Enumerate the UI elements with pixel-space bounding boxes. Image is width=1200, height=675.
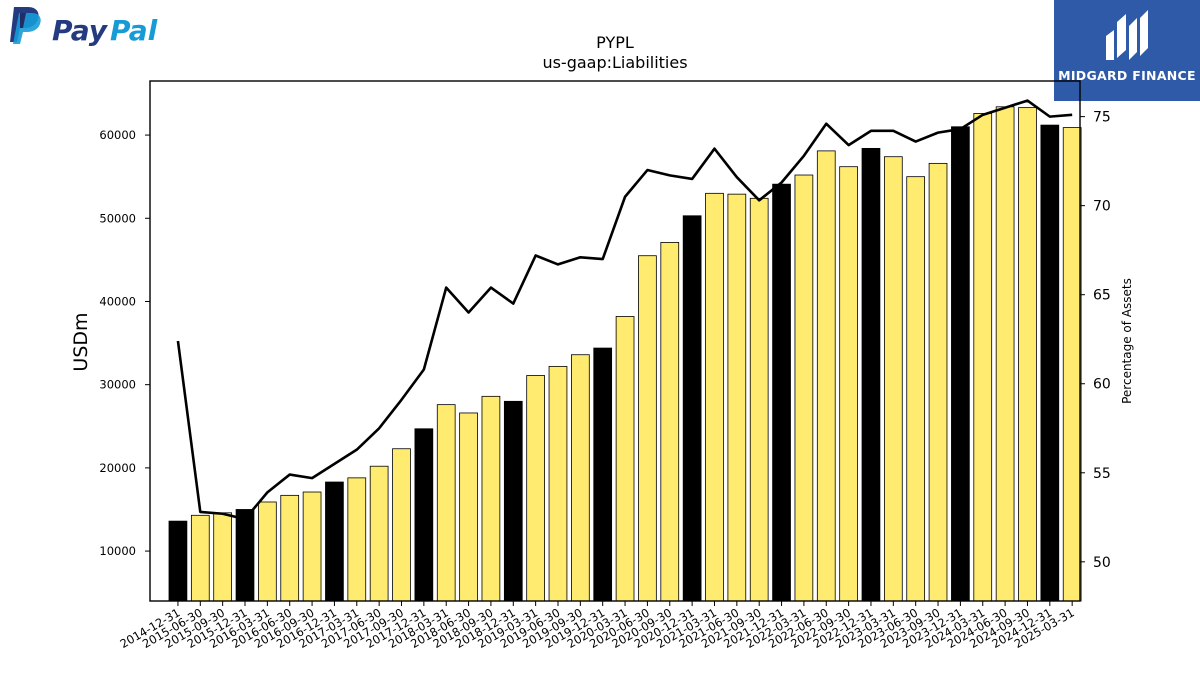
bar-2020-12-31 bbox=[682, 215, 702, 602]
bar-2018-03-31 bbox=[436, 404, 456, 602]
bar-2025-03-31 bbox=[1062, 127, 1082, 602]
bar-2024-03-31 bbox=[973, 113, 993, 602]
text-group: PYPL us-gaap:Liabilities USDm Percentage… bbox=[70, 33, 1134, 404]
paypal-logo: Pay Pal bbox=[4, 4, 174, 48]
bar-2022-09-30 bbox=[839, 166, 858, 602]
bar-2017-03-31 bbox=[347, 477, 367, 602]
bar-2022-12-31 bbox=[861, 147, 881, 602]
bar-2021-03-31 bbox=[705, 192, 724, 602]
y-tick-label-40000: 40000 bbox=[99, 294, 136, 308]
bar-2020-06-30 bbox=[638, 255, 657, 602]
bar-2017-12-31 bbox=[414, 428, 434, 602]
bar-2022-03-31 bbox=[794, 174, 814, 602]
bar-2023-09-30 bbox=[928, 162, 948, 602]
paypal-monogram-icon: Pay Pal bbox=[10, 7, 158, 47]
bar-2019-03-31 bbox=[526, 375, 545, 602]
bar-2015-12-31 bbox=[235, 509, 255, 602]
bar-2015-06-30 bbox=[190, 514, 210, 602]
midgard-bars-icon bbox=[1106, 10, 1148, 60]
bar-2018-06-30 bbox=[459, 412, 478, 602]
y2-tick-label-70: 70 bbox=[1093, 199, 1111, 215]
y2-tick-label-75: 75 bbox=[1093, 110, 1111, 126]
bar-2019-06-30 bbox=[548, 365, 568, 602]
bar-2015-09-30 bbox=[213, 512, 232, 602]
bar-2021-12-31 bbox=[772, 183, 791, 602]
bar-2020-09-30 bbox=[660, 242, 680, 602]
bar-2024-12-31 bbox=[1040, 124, 1060, 602]
bar-2016-12-31 bbox=[325, 481, 344, 602]
bar-2023-12-31 bbox=[951, 126, 970, 602]
bar-2019-09-30 bbox=[571, 354, 590, 602]
bar-2023-06-30 bbox=[906, 176, 926, 602]
bar-2014-12-31 bbox=[168, 520, 188, 602]
bar-2017-09-30 bbox=[392, 448, 411, 602]
y-tick-label-30000: 30000 bbox=[99, 378, 136, 392]
bar-2023-03-31 bbox=[883, 156, 903, 602]
paypal-word-pay: Pay bbox=[52, 14, 109, 47]
bar-2024-06-30 bbox=[995, 106, 1015, 602]
chart-subtitle: us-gaap:Liabilities bbox=[542, 53, 687, 72]
bar-2018-09-30 bbox=[481, 395, 501, 602]
bar-2020-03-31 bbox=[615, 316, 635, 602]
bar-2016-09-30 bbox=[302, 491, 322, 602]
y2-tick-label-65: 65 bbox=[1093, 288, 1111, 304]
paypal-word-pal: Pal bbox=[110, 14, 158, 47]
bar-2024-09-30 bbox=[1018, 107, 1037, 602]
y-axis-label: USDm bbox=[70, 312, 92, 371]
midgard-finance-wordmark: MIDGARD FINANCE bbox=[1058, 68, 1196, 83]
y-tick-label-50000: 50000 bbox=[99, 211, 136, 225]
y-tick-label-60000: 60000 bbox=[99, 128, 136, 142]
line-group bbox=[176, 99, 1073, 521]
y-tick-label-20000: 20000 bbox=[99, 461, 136, 475]
bar-2016-03-31 bbox=[258, 501, 277, 602]
bar-2018-12-31 bbox=[503, 400, 523, 602]
bars-group bbox=[168, 106, 1082, 602]
bar-2017-06-30 bbox=[369, 465, 389, 602]
midgard-finance-logo: MIDGARD FINANCE bbox=[1054, 0, 1200, 101]
bar-2022-06-30 bbox=[816, 150, 836, 602]
y2-tick-label-50: 50 bbox=[1093, 555, 1111, 571]
plot-frame bbox=[149, 80, 1081, 602]
bar-2021-06-30 bbox=[727, 193, 747, 602]
bar-2016-06-30 bbox=[280, 494, 300, 602]
y2-tick-label-60: 60 bbox=[1093, 377, 1111, 393]
chart-title: PYPL bbox=[596, 33, 634, 52]
y-tick-label-10000: 10000 bbox=[99, 544, 136, 558]
y2-tick-label-55: 55 bbox=[1093, 466, 1111, 482]
bar-2019-12-31 bbox=[593, 347, 613, 602]
axes-group: 10000 20000 30000 40000 50000 60000 50 55 60 65 70… bbox=[99, 80, 1111, 651]
bar-2021-09-30 bbox=[749, 197, 769, 602]
y2-axis-label: Percentage of Assets bbox=[1120, 278, 1134, 404]
